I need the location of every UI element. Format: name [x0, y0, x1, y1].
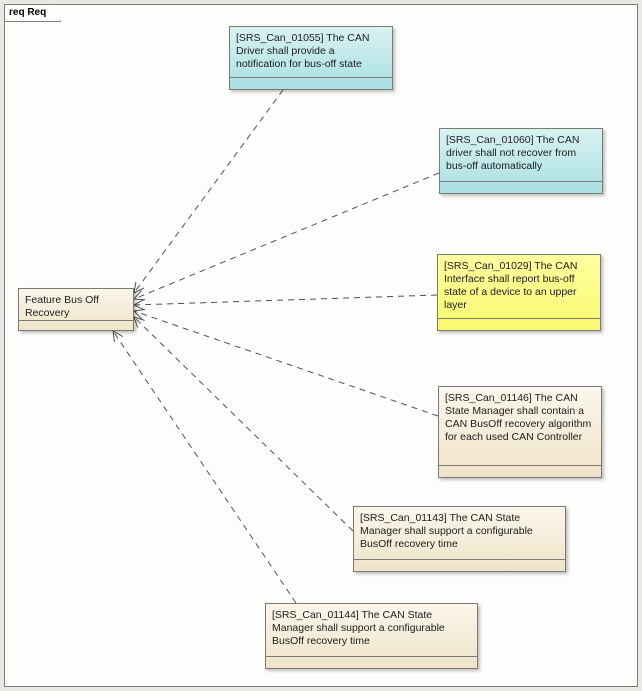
req-node-n1029-label: [SRS_Can_01029] The CAN Interface shall … [444, 260, 594, 313]
req-node-n1060: [SRS_Can_01060] The CAN driver shall not… [439, 128, 603, 194]
req-node-n1146: [SRS_Can_01146] The CAN State Manager sh… [438, 386, 602, 478]
req-node-n1029: [SRS_Can_01029] The CAN Interface shall … [437, 254, 601, 331]
edge-n1146 [134, 311, 438, 416]
req-node-n1146-separator [439, 465, 601, 466]
edge-n1029 [134, 295, 437, 305]
feature-node-separator [19, 320, 133, 321]
edge-n1055 [134, 90, 283, 293]
diagram-frame: req Req Feature Bus Off Recovery [SRS_Can… [4, 4, 638, 687]
req-node-n1060-label: [SRS_Can_01060] The CAN driver shall not… [446, 134, 596, 173]
req-node-n1029-separator [438, 318, 600, 319]
frame-tab: req Req [4, 4, 61, 22]
feature-node-label: Feature Bus Off Recovery [25, 294, 127, 320]
req-node-n1144-label: [SRS_Can_01144] The CAN State Manager sh… [272, 609, 471, 648]
req-node-n1144-separator [266, 656, 477, 657]
req-node-n1055-separator [230, 77, 392, 78]
edges-layer [5, 5, 637, 686]
req-node-n1143-label: [SRS_Can_01143] The CAN State Manager sh… [360, 512, 559, 551]
edge-n1060 [134, 173, 439, 299]
edge-n1143 [134, 317, 353, 531]
req-node-n1144: [SRS_Can_01144] The CAN State Manager sh… [265, 603, 478, 669]
frame-label: req Req [9, 7, 46, 18]
req-node-n1143-separator [354, 559, 565, 560]
req-node-n1143: [SRS_Can_01143] The CAN State Manager sh… [353, 506, 566, 572]
feature-node: Feature Bus Off Recovery [18, 288, 134, 331]
req-node-n1060-separator [440, 181, 602, 182]
req-node-n1055-label: [SRS_Can_01055] The CAN Driver shall pro… [236, 32, 386, 71]
req-node-n1146-label: [SRS_Can_01146] The CAN State Manager sh… [445, 392, 595, 445]
req-node-n1055: [SRS_Can_01055] The CAN Driver shall pro… [229, 26, 393, 90]
edge-n1144 [113, 331, 296, 603]
